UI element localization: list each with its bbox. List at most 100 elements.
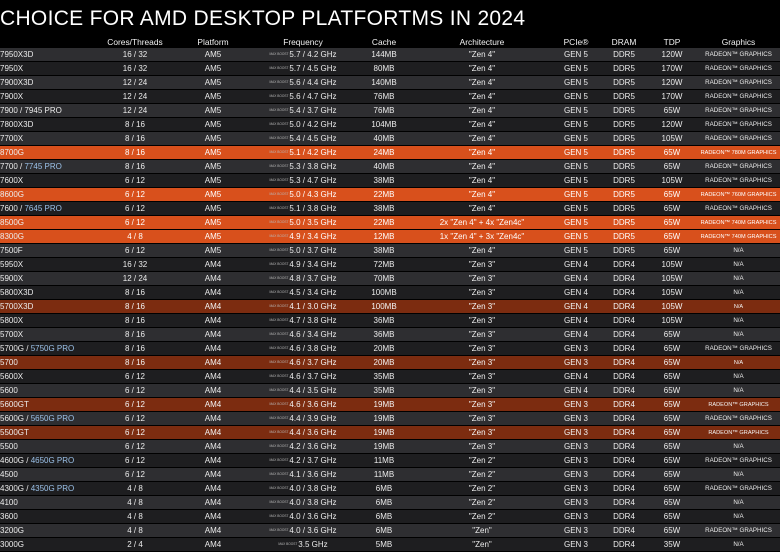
- architecture-cell: "Zen 3": [413, 271, 551, 286]
- frequency-value: 5.3 / 3.8 GHz: [289, 162, 337, 171]
- graphics-cell: N/A: [697, 369, 780, 384]
- cache-cell: 104MB: [355, 117, 413, 132]
- model-cell: 5950X: [0, 257, 95, 272]
- cores-cell: 4 / 8: [95, 523, 175, 538]
- model-name: 5500GT: [0, 427, 29, 437]
- frequency-value: 4.1 / 3.6 GHz: [289, 470, 337, 479]
- pcie-cell: GEN 3: [551, 537, 601, 552]
- model-cell: 5700G / 5750G PRO: [0, 341, 95, 356]
- pcie-cell: GEN 3: [551, 425, 601, 440]
- cache-cell: 144MB: [355, 48, 413, 62]
- cores-cell: 16 / 32: [95, 61, 175, 76]
- tdp-cell: 65W: [647, 453, 697, 468]
- dram-cell: DDR4: [601, 481, 647, 496]
- table-row: 5500 6 / 12 AM4 MAX BOOST4.2 / 3.6 GHz 19MB "…: [0, 439, 780, 454]
- boost-tag: MAX BOOST: [269, 164, 289, 168]
- model-cell: 4600G / 4650G PRO: [0, 453, 95, 468]
- architecture-cell: "Zen 4": [413, 48, 551, 62]
- cores-cell: 8 / 16: [95, 355, 175, 370]
- pcie-cell: GEN 4: [551, 299, 601, 314]
- model-name: 7950X: [0, 63, 24, 73]
- frequency-value: 4.4 / 3.5 GHz: [289, 386, 337, 395]
- dram-cell: DDR5: [601, 145, 647, 160]
- cache-cell: 6MB: [355, 523, 413, 538]
- cores-cell: 8 / 16: [95, 313, 175, 328]
- platform-cell: AM5: [175, 75, 251, 90]
- dram-cell: DDR5: [601, 173, 647, 188]
- tdp-cell: 65W: [647, 425, 697, 440]
- cores-cell: 12 / 24: [95, 89, 175, 104]
- table-row: 5600 6 / 12 AM4 MAX BOOST4.4 / 3.5 GHz 35MB "…: [0, 383, 780, 398]
- cache-cell: 80MB: [355, 61, 413, 76]
- dram-cell: DDR5: [601, 215, 647, 230]
- frequency-cell: MAX BOOST5.0 / 4.2 GHz: [251, 117, 355, 132]
- boost-tag: MAX BOOST: [269, 416, 289, 420]
- cache-cell: 6MB: [355, 495, 413, 510]
- dram-cell: DDR5: [601, 243, 647, 258]
- pro-variant: 7745 PRO: [24, 161, 62, 171]
- frequency-cell: MAX BOOST4.6 / 3.7 GHz: [251, 369, 355, 384]
- frequency-value: 4.0 / 3.8 GHz: [289, 498, 337, 507]
- table-row: 8700G 8 / 16 AM5 MAX BOOST5.1 / 4.2 GHz 24MB…: [0, 145, 780, 160]
- frequency-value: 5.3 / 4.7 GHz: [289, 176, 337, 185]
- model-name: 7900X: [0, 91, 24, 101]
- frequency-cell: MAX BOOST5.6 / 4.4 GHz: [251, 75, 355, 90]
- table-row: 3200G 4 / 8 AM4 MAX BOOST4.0 / 3.6 GHz 6MB "Z…: [0, 523, 780, 538]
- tdp-cell: 65W: [647, 355, 697, 370]
- graphics-cell: N/A: [697, 243, 780, 258]
- architecture-cell: "Zen 4": [413, 89, 551, 104]
- cores-cell: 4 / 8: [95, 481, 175, 496]
- frequency-value: 5.7 / 4.2 GHz: [289, 50, 337, 59]
- graphics-cell: RADEON™ GRAPHICS: [697, 103, 780, 118]
- architecture-cell: "Zen 4": [413, 201, 551, 216]
- dram-cell: DDR4: [601, 523, 647, 538]
- pcie-cell: GEN 5: [551, 159, 601, 174]
- table-row: 5800X3D 8 / 16 AM4 MAX BOOST4.5 / 3.4 GHz 10…: [0, 285, 780, 300]
- pro-variant: 4350G PRO: [30, 483, 75, 493]
- pcie-cell: GEN 4: [551, 285, 601, 300]
- boost-tag: MAX BOOST: [269, 220, 289, 224]
- model-name: 8500G: [0, 217, 25, 227]
- platform-cell: AM4: [175, 285, 251, 300]
- platform-cell: AM5: [175, 229, 251, 244]
- pcie-cell: GEN 3: [551, 495, 601, 510]
- architecture-cell: "Zen 2": [413, 453, 551, 468]
- model-name: 5600: [0, 385, 18, 395]
- cache-cell: 11MB: [355, 467, 413, 482]
- frequency-value: 4.6 / 3.4 GHz: [289, 330, 337, 339]
- tdp-cell: 120W: [647, 48, 697, 62]
- architecture-cell: "Zen 4": [413, 117, 551, 132]
- architecture-cell: "Zen 3": [413, 285, 551, 300]
- tdp-cell: 65W: [647, 145, 697, 160]
- dram-cell: DDR4: [601, 467, 647, 482]
- dram-cell: DDR5: [601, 159, 647, 174]
- tdp-cell: 65W: [647, 187, 697, 202]
- table-row: 7900 / 7945 PRO 12 / 24 AM5 MAX BOOST5.4 / …: [0, 103, 780, 118]
- model-name: 7600 /: [0, 203, 25, 213]
- frequency-cell: MAX BOOST5.0 / 3.5 GHz: [251, 215, 355, 230]
- platform-cell: AM4: [175, 523, 251, 538]
- frequency-cell: MAX BOOST4.1 / 3.6 GHz: [251, 467, 355, 482]
- table-row: 8600G 6 / 12 AM5 MAX BOOST5.0 / 4.3 GHz 22MB…: [0, 187, 780, 202]
- tdp-cell: 65W: [647, 509, 697, 524]
- table-row: 5800X 8 / 16 AM4 MAX BOOST4.7 / 3.8 GHz 36MB…: [0, 313, 780, 328]
- frequency-value: 5.0 / 3.5 GHz: [289, 218, 337, 227]
- pro-variant: 7645 PRO: [24, 203, 62, 213]
- graphics-header: Graphics: [721, 36, 756, 47]
- pcie-cell: GEN 3: [551, 397, 601, 412]
- frequency-cell: MAX BOOST5.0 / 4.3 GHz: [251, 187, 355, 202]
- dram-cell: DDR5: [601, 131, 647, 146]
- dram-cell: DDR5: [601, 61, 647, 76]
- page-title: CHOICE FOR AMD DESKTOP PLATFORTMS IN 202…: [0, 7, 526, 30]
- pcie-cell: GEN 5: [551, 229, 601, 244]
- dram-cell: DDR5: [601, 75, 647, 90]
- frequency-value: 5.1 / 3.8 GHz: [289, 204, 337, 213]
- cache-cell: 38MB: [355, 201, 413, 216]
- frequency-cell: MAX BOOST4.9 / 3.4 GHz: [251, 229, 355, 244]
- cache-cell: 76MB: [355, 103, 413, 118]
- frequency-value: 4.2 / 3.6 GHz: [289, 442, 337, 451]
- frequency-cell: MAX BOOST3.5 GHz: [251, 537, 355, 552]
- dram-cell: DDR4: [601, 257, 647, 272]
- frequency-cell: MAX BOOST4.9 / 3.4 GHz: [251, 257, 355, 272]
- graphics-cell: N/A: [697, 271, 780, 286]
